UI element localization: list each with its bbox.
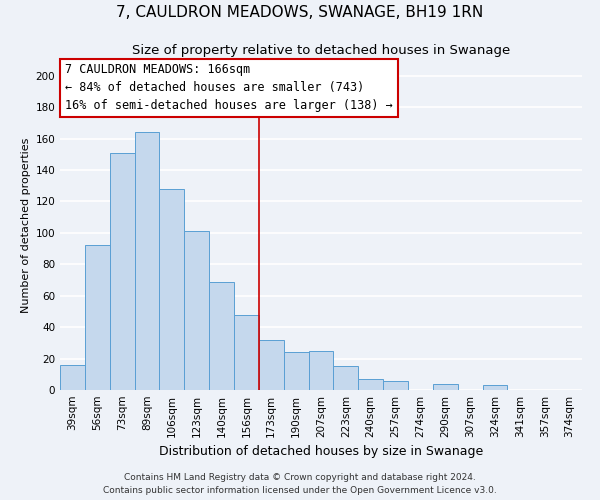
Bar (134, 132, 160, 390)
Bar (358, 379, 383, 390)
Text: 7 CAULDRON MEADOWS: 166sqm
← 84% of detached houses are smaller (743)
16% of sem: 7 CAULDRON MEADOWS: 166sqm ← 84% of deta… (65, 64, 393, 112)
X-axis label: Distribution of detached houses by size in Swanage: Distribution of detached houses by size … (159, 446, 483, 458)
Bar (433, 384, 458, 390)
Bar (85, 246, 110, 390)
Bar (482, 386, 508, 390)
Text: 7, CAULDRON MEADOWS, SWANAGE, BH19 1RN: 7, CAULDRON MEADOWS, SWANAGE, BH19 1RN (116, 5, 484, 20)
Bar (110, 152, 134, 390)
Bar (334, 366, 358, 390)
Bar (383, 380, 408, 390)
Bar (184, 232, 209, 390)
Text: Contains HM Land Registry data © Crown copyright and database right 2024.
Contai: Contains HM Land Registry data © Crown c… (103, 474, 497, 495)
Bar (60, 365, 85, 390)
Bar (284, 352, 308, 390)
Title: Size of property relative to detached houses in Swanage: Size of property relative to detached ho… (132, 44, 510, 58)
Y-axis label: Number of detached properties: Number of detached properties (21, 138, 31, 312)
Bar (259, 340, 284, 390)
Bar (209, 282, 234, 390)
Bar (234, 314, 259, 390)
Bar (160, 189, 184, 390)
Bar (308, 350, 334, 390)
